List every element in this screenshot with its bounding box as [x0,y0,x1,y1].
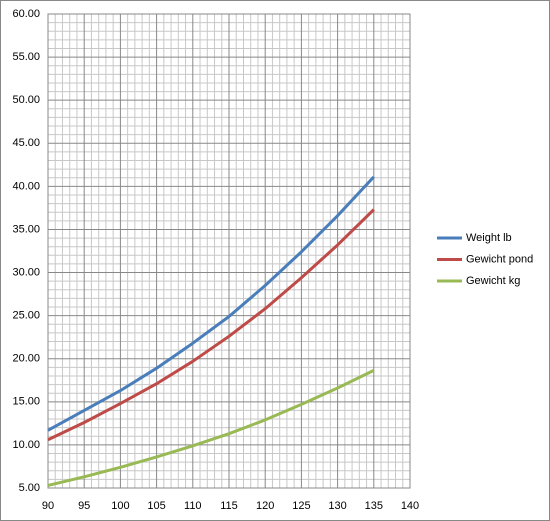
x-tick-label: 110 [184,500,202,512]
legend-label: Gewicht pond [466,253,533,265]
y-tick-label: 25.00 [12,310,40,322]
legend-label: Gewicht kg [466,275,520,287]
y-tick-label: 40.00 [12,180,40,192]
y-tick-label: 15.00 [12,396,40,408]
plot-border [47,13,411,489]
x-tick-label: 115 [220,500,238,512]
series-line [47,208,375,442]
y-tick-label: 5.00 [19,482,40,494]
y-tick-label: 20.00 [12,353,40,365]
x-tick-label: 95 [78,500,90,512]
y-tick-label: 45.00 [12,137,40,149]
y-tick-label: 50.00 [12,94,40,106]
x-tick-label: 100 [111,500,129,512]
y-tick-label: 30.00 [12,266,40,278]
x-tick-label: 125 [292,500,310,512]
x-tick-label: 130 [328,500,346,512]
y-tick-label: 10.00 [12,439,40,451]
x-tick-label: 135 [365,500,383,512]
y-tick-label: 35.00 [12,223,40,235]
x-tick-label: 120 [256,500,274,512]
x-tick-label: 90 [42,500,54,512]
y-tick-label: 60.00 [12,8,40,20]
legend-label: Weight lb [466,232,512,244]
x-tick-label: 105 [147,500,165,512]
x-tick-label: 140 [401,500,419,512]
series-line [47,369,375,487]
y-tick-label: 55.00 [12,51,40,63]
series-line [47,175,375,432]
